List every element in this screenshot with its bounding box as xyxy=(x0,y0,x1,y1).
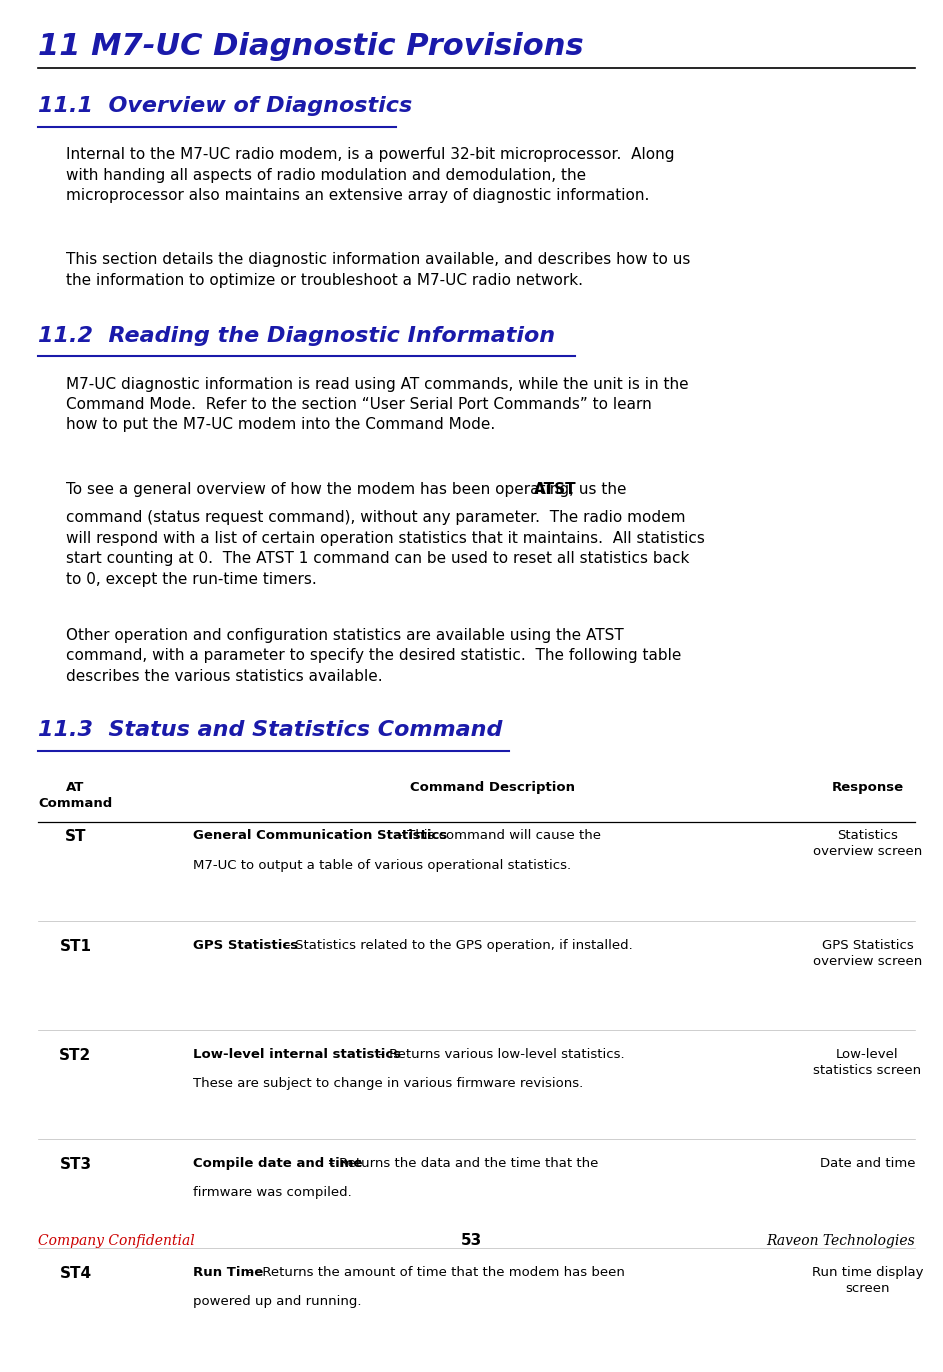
Text: powered up and running.: powered up and running. xyxy=(193,1295,362,1308)
Text: Raveon Technologies: Raveon Technologies xyxy=(766,1233,915,1249)
Text: M7-UC diagnostic information is read using AT commands, while the unit is in the: M7-UC diagnostic information is read usi… xyxy=(66,377,688,432)
Text: – Returns the data and the time that the: – Returns the data and the time that the xyxy=(324,1157,599,1170)
Text: ST3: ST3 xyxy=(59,1157,91,1172)
Text: 11.1  Overview of Diagnostics: 11.1 Overview of Diagnostics xyxy=(38,96,412,117)
Text: – This command will cause the: – This command will cause the xyxy=(392,830,602,842)
Text: Low-level internal statistics: Low-level internal statistics xyxy=(193,1048,402,1061)
Text: – Statistics related to the GPS operation, if installed.: – Statistics related to the GPS operatio… xyxy=(280,938,633,952)
Text: firmware was compiled.: firmware was compiled. xyxy=(193,1185,352,1199)
Text: 11 M7-UC Diagnostic Provisions: 11 M7-UC Diagnostic Provisions xyxy=(38,32,584,60)
Text: This section details the diagnostic information available, and describes how to : This section details the diagnostic info… xyxy=(66,252,690,288)
Text: ST2: ST2 xyxy=(59,1048,91,1062)
Text: ST: ST xyxy=(65,830,86,844)
Text: command (status request command), without any parameter.  The radio modem
will r: command (status request command), withou… xyxy=(66,510,704,587)
Text: Run Time: Run Time xyxy=(193,1266,263,1279)
Text: AT
Command: AT Command xyxy=(39,781,112,811)
Text: Command Description: Command Description xyxy=(410,781,575,794)
Text: To see a general overview of how the modem has been operating, us the: To see a general overview of how the mod… xyxy=(66,482,632,497)
Text: M7-UC to output a table of various operational statistics.: M7-UC to output a table of various opera… xyxy=(193,859,571,871)
Text: 11.2  Reading the Diagnostic Information: 11.2 Reading the Diagnostic Information xyxy=(38,327,554,346)
Text: Company Confidential: Company Confidential xyxy=(38,1233,194,1249)
Text: – Returns various low-level statistics.: – Returns various low-level statistics. xyxy=(373,1048,624,1061)
Text: These are subject to change in various firmware revisions.: These are subject to change in various f… xyxy=(193,1077,584,1089)
Text: Run time display
screen: Run time display screen xyxy=(812,1266,923,1295)
Text: Internal to the M7-UC radio modem, is a powerful 32-bit microprocessor.  Along
w: Internal to the M7-UC radio modem, is a … xyxy=(66,147,674,203)
Text: General Communication Statistics: General Communication Statistics xyxy=(193,830,448,842)
Text: GPS Statistics
overview screen: GPS Statistics overview screen xyxy=(813,938,922,967)
Text: –  Returns the amount of time that the modem has been: – Returns the amount of time that the mo… xyxy=(243,1266,625,1279)
Text: Date and time: Date and time xyxy=(819,1157,916,1170)
Text: Statistics
overview screen: Statistics overview screen xyxy=(813,830,922,859)
Text: ST4: ST4 xyxy=(59,1266,91,1280)
Text: Other operation and configuration statistics are available using the ATST
comman: Other operation and configuration statis… xyxy=(66,628,682,683)
Text: 53: 53 xyxy=(461,1233,482,1249)
Text: ATST: ATST xyxy=(534,482,576,497)
Text: Response: Response xyxy=(832,781,903,794)
Text: Compile date and time: Compile date and time xyxy=(193,1157,363,1170)
Text: ST1: ST1 xyxy=(59,938,91,954)
Text: 11.3  Status and Statistics Command: 11.3 Status and Statistics Command xyxy=(38,720,502,741)
Text: Low-level
statistics screen: Low-level statistics screen xyxy=(814,1048,921,1077)
Text: GPS Statistics: GPS Statistics xyxy=(193,938,298,952)
